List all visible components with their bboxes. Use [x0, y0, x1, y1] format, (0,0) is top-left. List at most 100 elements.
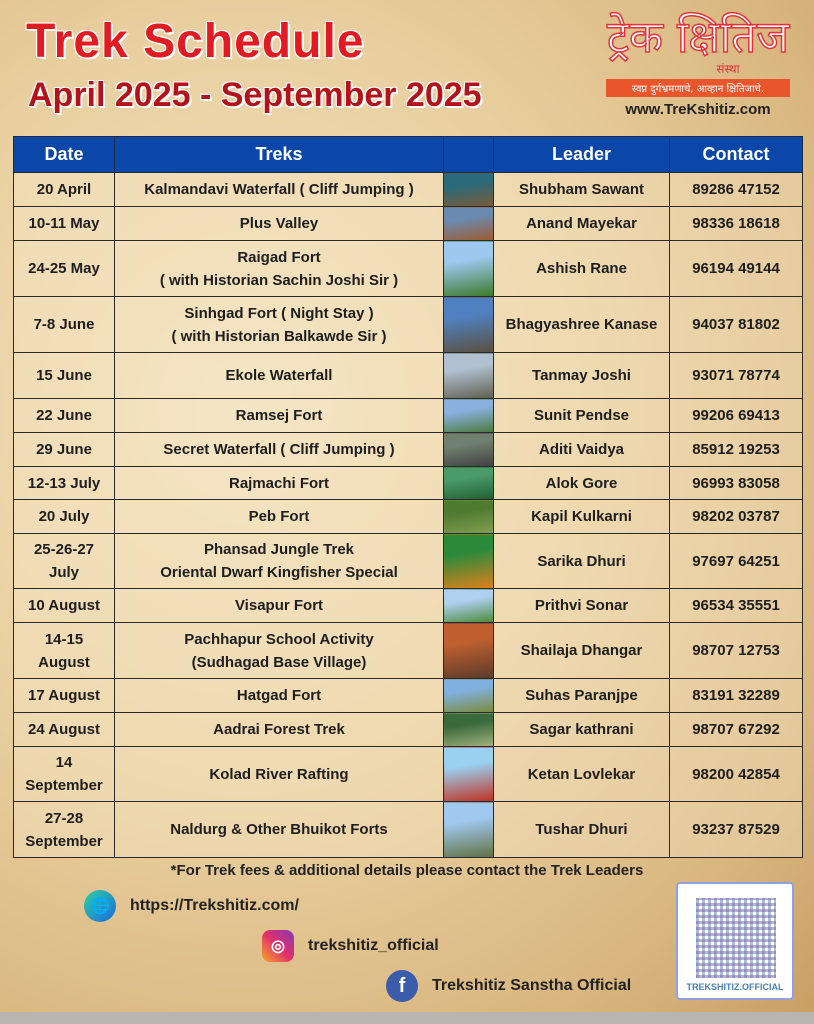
- trek-photo: [443, 712, 494, 747]
- table-row: 29 June Secret Waterfall ( Cliff Jumping …: [13, 432, 803, 467]
- contact-cell: 85912 19253: [669, 432, 803, 467]
- trek-photo: [443, 622, 494, 679]
- trekshitiz-logo: ट्रेक क्षितिज संस्था स्वप्न दुर्गभ्रमणाच…: [598, 10, 798, 118]
- contact-cell: 96993 83058: [669, 466, 803, 500]
- trek-photo: [443, 746, 494, 802]
- date-cell: 14 September: [13, 746, 115, 802]
- trek-photo: [443, 533, 494, 589]
- trek-cell: Raigad Fort ( with Historian Sachin Josh…: [114, 240, 444, 297]
- leader-cell: Tanmay Joshi: [493, 352, 670, 399]
- leader-cell: Tushar Dhuri: [493, 801, 670, 858]
- contact-cell: 93237 87529: [669, 801, 803, 858]
- leader-cell: Shailaja Dhangar: [493, 622, 670, 679]
- instagram-text[interactable]: trekshitiz_official: [308, 937, 439, 954]
- leader-cell: Sunit Pendse: [493, 398, 670, 433]
- trek-cell: Plus Valley: [114, 206, 444, 241]
- date-cell: 10 August: [13, 588, 115, 623]
- globe-icon: 🌐: [84, 890, 116, 922]
- contact-cell: 98202 03787: [669, 499, 803, 534]
- website-text[interactable]: https://Trekshitiz.com/: [130, 897, 299, 914]
- trek-photo: [443, 206, 494, 241]
- contact-cell: 98336 18618: [669, 206, 803, 241]
- table-row: 10-11 May Plus Valley Anand Mayekar 98336 1…: [13, 206, 803, 241]
- table-row: 22 June Ramsej Fort Sunit Pendse 99206 6941…: [13, 398, 803, 433]
- table-row: 20 April Kalmandavi Waterfall ( Cliff Jum…: [13, 172, 803, 207]
- facebook-icon: f: [386, 970, 418, 1002]
- table-row: 14 September Kolad River Rafting Ketan Lov…: [13, 746, 803, 802]
- facebook-link[interactable]: f Trekshitiz Sanstha Official: [386, 970, 631, 1002]
- contact-cell: 96534 35551: [669, 588, 803, 623]
- contact-cell: 99206 69413: [669, 398, 803, 433]
- contact-cell: 89286 47152: [669, 172, 803, 207]
- date-cell: 29 June: [13, 432, 115, 467]
- trek-photo: [443, 172, 494, 207]
- date-cell: 17 August: [13, 678, 115, 713]
- trek-cell: Rajmachi Fort: [114, 466, 444, 500]
- trek-cell: Aadrai Forest Trek: [114, 712, 444, 747]
- table-header: Date Treks Leader Contact: [13, 136, 803, 173]
- contact-cell: 93071 78774: [669, 352, 803, 399]
- trek-photo: [443, 432, 494, 467]
- schedule-table: Date Treks Leader Contact 20 April Kalman…: [13, 136, 803, 858]
- table-row: 12-13 July Rajmachi Fort Alok Gore 96993 83…: [13, 466, 803, 500]
- date-cell: 7-8 June: [13, 296, 115, 353]
- col-treks: Treks: [114, 136, 444, 173]
- trek-photo: [443, 240, 494, 297]
- trek-cell: Peb Fort: [114, 499, 444, 534]
- trek-cell: Naldurg & Other Bhuikot Forts: [114, 801, 444, 858]
- trek-photo: [443, 352, 494, 399]
- trek-cell: Visapur Fort: [114, 588, 444, 623]
- table-row: 14-15 August Pachhapur School Activity (S…: [13, 622, 803, 679]
- trek-cell: Pachhapur School Activity (Sudhagad Base…: [114, 622, 444, 679]
- trek-photo: [443, 678, 494, 713]
- trek-photo: [443, 398, 494, 433]
- website-link[interactable]: 🌐 https://Trekshitiz.com/: [84, 890, 299, 922]
- table-row: 25-26-27 July Phansad Jungle Trek Orienta…: [13, 533, 803, 589]
- date-cell: 20 April: [13, 172, 115, 207]
- trek-cell: Ramsej Fort: [114, 398, 444, 433]
- trek-cell: Hatgad Fort: [114, 678, 444, 713]
- leader-cell: Kapil Kulkarni: [493, 499, 670, 534]
- trek-photo: [443, 588, 494, 623]
- leader-cell: Suhas Paranjpe: [493, 678, 670, 713]
- table-row: 15 June Ekole Waterfall Tanmay Joshi 93071 …: [13, 352, 803, 399]
- date-cell: 14-15 August: [13, 622, 115, 679]
- facebook-text[interactable]: Trekshitiz Sanstha Official: [432, 977, 632, 994]
- leader-cell: Alok Gore: [493, 466, 670, 500]
- logo-url: www.TreKshitiz.com: [625, 101, 771, 118]
- col-date: Date: [13, 136, 115, 173]
- table-row: 7-8 June Sinhgad Fort ( Night Stay ) ( wi…: [13, 296, 803, 353]
- trek-cell: Phansad Jungle Trek Oriental Dwarf Kingf…: [114, 533, 444, 589]
- table-row: 24 August Aadrai Forest Trek Sagar kathran…: [13, 712, 803, 747]
- leader-cell: Ashish Rane: [493, 240, 670, 297]
- col-leader: Leader: [493, 136, 670, 173]
- date-cell: 27-28 September: [13, 801, 115, 858]
- page-title: Trek Schedule: [26, 15, 365, 68]
- leader-cell: Shubham Sawant: [493, 172, 670, 207]
- table-row: 27-28 September Naldurg & Other Bhuikot F…: [13, 801, 803, 858]
- table-row: 17 August Hatgad Fort Suhas Paranjpe 83191 …: [13, 678, 803, 713]
- date-cell: 12-13 July: [13, 466, 115, 500]
- instagram-icon: ◎: [262, 930, 294, 962]
- trek-cell: Secret Waterfall ( Cliff Jumping ): [114, 432, 444, 467]
- leader-cell: Prithvi Sonar: [493, 588, 670, 623]
- trek-photo: [443, 296, 494, 353]
- leader-cell: Aditi Vaidya: [493, 432, 670, 467]
- leader-cell: Anand Mayekar: [493, 206, 670, 241]
- contact-cell: 94037 81802: [669, 296, 803, 353]
- date-cell: 24 August: [13, 712, 115, 747]
- leader-cell: Sagar kathrani: [493, 712, 670, 747]
- instagram-link[interactable]: ◎ trekshitiz_official: [262, 930, 439, 962]
- contact-cell: 83191 32289: [669, 678, 803, 713]
- col-contact: Contact: [669, 136, 803, 173]
- trek-photo: [443, 466, 494, 500]
- date-cell: 22 June: [13, 398, 115, 433]
- trek-photo: [443, 499, 494, 534]
- trek-cell: Sinhgad Fort ( Night Stay ) ( with Histo…: [114, 296, 444, 353]
- table-row: 10 August Visapur Fort Prithvi Sonar 96534 …: [13, 588, 803, 623]
- qr-label: TREKSHITIZ.OFFICIAL: [686, 982, 784, 992]
- leader-cell: Ketan Lovlekar: [493, 746, 670, 802]
- qr-code: TREKSHITIZ.OFFICIAL: [676, 882, 794, 1000]
- date-cell: 20 July: [13, 499, 115, 534]
- date-cell: 25-26-27 July: [13, 533, 115, 589]
